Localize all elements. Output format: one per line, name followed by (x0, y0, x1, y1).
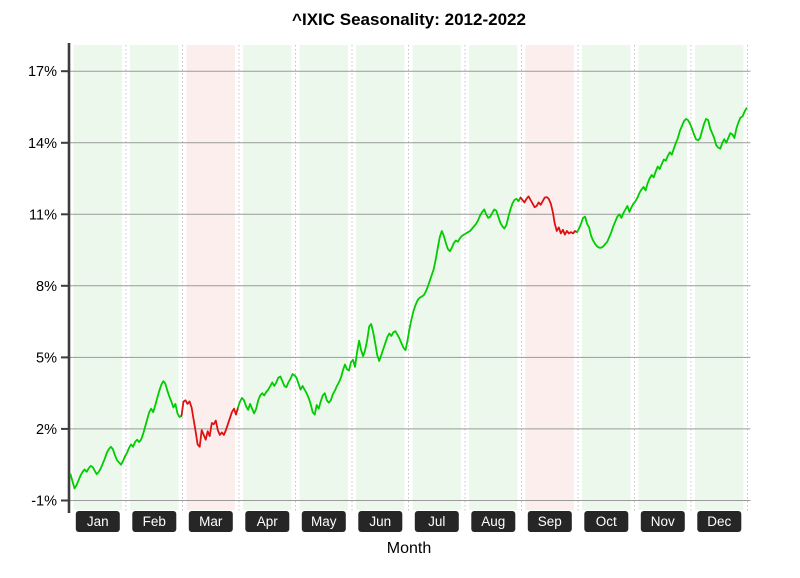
seasonality-line-may (293, 361, 352, 416)
month-band-feb (130, 45, 179, 510)
x-tick-badge-mar (188, 511, 233, 532)
seasonality-line-apr (237, 373, 296, 415)
month-band-oct (582, 45, 631, 510)
seasonality-line-oct (576, 202, 635, 249)
x-tick-badge-aug (471, 511, 516, 532)
y-tick-label: 17% (28, 64, 57, 80)
seasonality-line-jun (350, 323, 409, 368)
seasonality-line-dec (689, 107, 748, 150)
chart-title: ^IXIC Seasonality: 2012-2022 (292, 10, 526, 29)
month-band-may (299, 45, 348, 510)
x-tick-badge-jul (414, 511, 459, 532)
month-bands-layer (73, 45, 744, 510)
gridlines-layer (69, 45, 751, 512)
x-tick-label-jan: Jan (87, 514, 109, 529)
x-tick-badge-nov (640, 511, 685, 532)
month-band-dec (695, 45, 744, 510)
seasonality-line-aug (463, 196, 522, 236)
seasonality-line-jul (406, 230, 465, 342)
x-tick-label-feb: Feb (143, 514, 166, 529)
month-band-mar (186, 45, 235, 510)
month-band-apr (243, 45, 292, 510)
x-tick-badge-may (301, 511, 346, 532)
x-tick-label-jun: Jun (369, 514, 391, 529)
y-tick-label: 11% (29, 207, 57, 223)
seasonality-line-jan (69, 445, 126, 490)
x-tick-badge-feb (132, 511, 177, 532)
month-band-nov (638, 45, 687, 510)
x-tick-badge-sep (527, 511, 572, 532)
seasonality-line-layer (69, 107, 748, 490)
x-tick-label-nov: Nov (651, 514, 675, 529)
x-tick-label-aug: Aug (481, 514, 505, 529)
month-band-jan (73, 45, 122, 510)
month-band-aug (469, 45, 518, 510)
y-axis-layer: -1% 2% 5% 8% 11% 14% 17% (28, 43, 71, 513)
y-tick-label: -1% (31, 494, 57, 510)
x-tick-label-may: May (311, 514, 337, 529)
y-tick-label: 8% (36, 279, 57, 295)
y-tick-label: 14% (28, 136, 57, 152)
x-tick-label-jul: Jul (428, 514, 445, 529)
seasonality-line-mar (180, 399, 239, 448)
seasonality-line-nov (632, 118, 691, 205)
seasonality-line-sep (519, 195, 578, 236)
x-tick-badges-layer: Jan Feb Mar Apr May Jun Jul Aug Sep Oct Nov Dec (75, 511, 742, 532)
x-tick-label-apr: Apr (257, 514, 279, 529)
x-tick-badge-apr (245, 511, 290, 532)
month-band-jun (356, 45, 405, 510)
x-tick-label-dec: Dec (707, 514, 731, 529)
x-tick-badge-jan (75, 511, 120, 532)
x-tick-label-oct: Oct (596, 514, 617, 529)
x-tick-badge-dec (697, 511, 742, 532)
x-tick-label-sep: Sep (538, 514, 562, 529)
month-band-jul (412, 45, 461, 510)
x-tick-badge-jun (358, 511, 403, 532)
month-band-sep (525, 45, 574, 510)
y-tick-label: 5% (36, 350, 57, 366)
x-tick-badge-oct (584, 511, 629, 532)
y-tick-label: 2% (36, 422, 57, 438)
x-tick-label-mar: Mar (199, 514, 223, 529)
x-axis-label: Month (387, 540, 431, 557)
seasonality-line-feb (124, 380, 183, 458)
